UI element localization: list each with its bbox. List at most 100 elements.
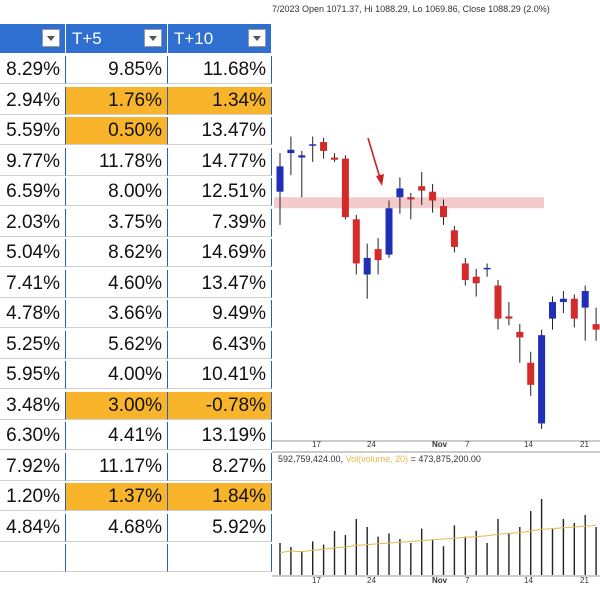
candle-body — [581, 291, 589, 308]
table-cell[interactable]: 6.43% — [168, 330, 272, 359]
table-cell[interactable]: 9.85% — [66, 56, 168, 84]
table-cell[interactable]: 13.47% — [168, 117, 272, 145]
candle-body — [287, 149, 295, 154]
table-cell[interactable]: 8.00% — [66, 178, 168, 206]
candle-body — [298, 155, 306, 158]
table-cell[interactable]: 10.41% — [168, 361, 272, 389]
candle-body — [549, 302, 556, 319]
volume-ma-line — [279, 524, 597, 554]
table-cell[interactable] — [0, 544, 66, 572]
candle-body — [341, 158, 349, 218]
table-cell[interactable]: 9.77% — [0, 147, 66, 176]
x-tick-label: 24 — [367, 440, 376, 449]
table-cell[interactable]: 8.62% — [66, 239, 168, 267]
candle-body — [450, 230, 458, 247]
table-cell[interactable]: 8.29% — [0, 56, 66, 84]
volume-ma-label: Vol(volume, 20) — [345, 454, 409, 464]
candle-body — [559, 298, 567, 303]
table-cell[interactable]: 7.39% — [168, 208, 272, 237]
table-cell[interactable]: 1.84% — [168, 483, 272, 511]
candle-body — [505, 316, 513, 319]
table-cell[interactable]: 5.04% — [0, 239, 66, 267]
table-cell[interactable]: 5.92% — [168, 513, 272, 542]
candle-body — [461, 263, 469, 280]
table-cell[interactable]: 3.66% — [66, 300, 168, 328]
filter-dropdown-icon[interactable] — [248, 29, 266, 47]
table-cell[interactable]: 11.78% — [66, 147, 168, 176]
x-tick-label: 24 — [367, 576, 376, 585]
candle-body — [516, 331, 524, 338]
table-cell[interactable]: 7.41% — [0, 269, 66, 298]
column-header-0[interactable] — [0, 24, 66, 53]
table-cell[interactable]: 13.47% — [168, 269, 272, 298]
column-header-1[interactable]: T+5 — [66, 24, 168, 53]
table-cell[interactable]: 14.77% — [168, 147, 272, 176]
table-cell[interactable]: 1.76% — [66, 86, 168, 115]
candle-body — [276, 166, 284, 192]
table-cell[interactable]: 5.62% — [66, 330, 168, 359]
table-cell[interactable]: 8.27% — [168, 452, 272, 481]
table-cell[interactable]: 2.03% — [0, 208, 66, 237]
table-cell[interactable]: 3.48% — [0, 391, 66, 420]
volume-value: 592,759,424.00, — [278, 454, 344, 464]
table-cell[interactable]: 5.95% — [0, 361, 66, 389]
candle-body — [429, 191, 437, 201]
candle-body — [440, 206, 447, 218]
x-tick-label: 17 — [312, 440, 321, 449]
candle-body — [418, 186, 426, 191]
candle-body — [407, 197, 415, 200]
x-tick-label: 7 — [465, 576, 470, 585]
table-cell[interactable]: 0.50% — [66, 117, 168, 145]
candle-body — [538, 335, 546, 424]
table-cell[interactable]: 3.75% — [66, 208, 168, 237]
table-cell[interactable]: 4.84% — [0, 513, 66, 542]
table-cell[interactable]: 7.92% — [0, 452, 66, 481]
candle-body — [385, 208, 393, 255]
table-cell[interactable]: 14.69% — [168, 239, 272, 267]
table-cell[interactable]: 4.00% — [66, 361, 168, 389]
table-cell[interactable]: 6.30% — [0, 422, 66, 450]
column-header-2[interactable]: T+10 — [168, 24, 272, 53]
volume-ma-value: = 473,875,200.00 — [410, 454, 481, 464]
candle-body — [527, 362, 535, 385]
x-tick-label: Nov — [432, 440, 448, 449]
candle-body — [320, 142, 328, 151]
table-cell[interactable]: -0.78% — [168, 391, 272, 420]
table-cell[interactable]: 4.68% — [66, 513, 168, 542]
table-cell[interactable]: 3.00% — [66, 391, 168, 420]
table-cell[interactable]: 1.20% — [0, 483, 66, 511]
table-cell[interactable]: 4.78% — [0, 300, 66, 328]
table-cell[interactable]: 1.37% — [66, 483, 168, 511]
table-cell[interactable]: 4.41% — [66, 422, 168, 450]
column-header-label: T+5 — [72, 29, 102, 48]
candle-body — [494, 285, 502, 319]
table-cell[interactable]: 12.51% — [168, 178, 272, 206]
table-cell[interactable]: 11.68% — [168, 56, 272, 84]
table-cell[interactable]: 4.60% — [66, 269, 168, 298]
volume-info-readout: 592,759,424.00, Vol(volume, 20) = 473,87… — [278, 454, 481, 464]
table-cell[interactable] — [66, 544, 168, 572]
price-info-readout: 7/2023 Open 1071.37, Hi 1088.29, Lo 1069… — [272, 4, 550, 14]
x-tick-label: 21 — [580, 576, 589, 585]
x-tick-label: 7 — [465, 440, 470, 449]
table-cell[interactable] — [168, 544, 272, 572]
table-cell[interactable]: 2.94% — [0, 86, 66, 115]
candle-body — [472, 276, 480, 284]
table-cell[interactable]: 6.59% — [0, 178, 66, 206]
filter-dropdown-icon[interactable] — [144, 29, 162, 47]
x-tick-label: 17 — [312, 576, 321, 585]
table-cell[interactable]: 11.17% — [66, 452, 168, 481]
arrow-head — [376, 174, 384, 186]
x-tick-label: 14 — [524, 576, 533, 585]
filter-dropdown-icon[interactable] — [42, 29, 60, 47]
table-cell[interactable]: 9.49% — [168, 300, 272, 328]
table-cell[interactable]: 5.59% — [0, 117, 66, 145]
stock-chart: 7/2023 Open 1071.37, Hi 1088.29, Lo 1069… — [272, 0, 600, 600]
candle-body — [396, 188, 404, 198]
table-cell[interactable]: 13.19% — [168, 422, 272, 450]
candle-body — [352, 219, 360, 264]
table-cell[interactable]: 1.34% — [168, 86, 272, 115]
table-cell[interactable]: 5.25% — [0, 330, 66, 359]
annotation-arrow — [367, 137, 381, 179]
x-tick-label: 21 — [580, 440, 589, 449]
